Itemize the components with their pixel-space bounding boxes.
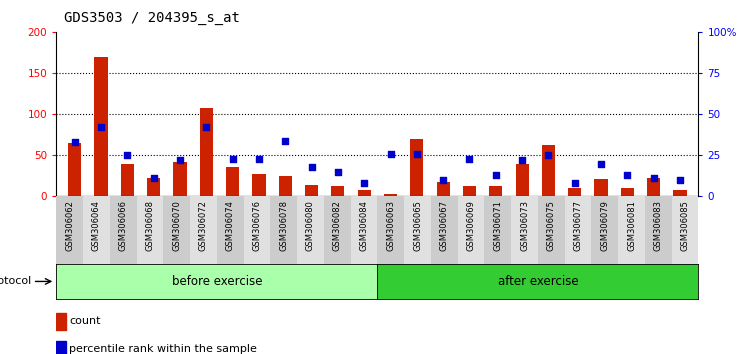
Point: [674, 177, 686, 183]
Bar: [56, 341, 66, 354]
Text: protocol: protocol: [0, 276, 31, 286]
Text: GSM306066: GSM306066: [119, 200, 128, 251]
Text: GSM306085: GSM306085: [680, 200, 689, 251]
Point: [122, 153, 134, 158]
Bar: [647, 178, 660, 196]
Bar: [542, 145, 555, 196]
Text: GSM306082: GSM306082: [333, 200, 342, 251]
Text: GSM306079: GSM306079: [600, 200, 609, 251]
Point: [174, 158, 186, 163]
Text: GSM306076: GSM306076: [252, 200, 261, 251]
Bar: [226, 167, 240, 196]
Point: [358, 181, 370, 186]
Point: [463, 156, 475, 161]
Bar: [674, 190, 686, 196]
Bar: [252, 174, 266, 196]
Text: GSM306069: GSM306069: [466, 200, 475, 251]
Bar: [357, 190, 371, 196]
Point: [385, 151, 397, 156]
Point: [201, 125, 213, 130]
Bar: [279, 176, 292, 196]
Bar: [384, 194, 397, 196]
Point: [148, 176, 160, 181]
Text: GSM306071: GSM306071: [493, 200, 502, 251]
Text: GSM306083: GSM306083: [654, 200, 663, 251]
Point: [306, 164, 318, 170]
Point: [411, 151, 423, 156]
Bar: [621, 188, 634, 196]
Point: [69, 139, 81, 145]
Bar: [305, 185, 318, 196]
Point: [279, 138, 291, 143]
Text: GDS3503 / 204395_s_at: GDS3503 / 204395_s_at: [64, 11, 240, 25]
Point: [621, 172, 633, 178]
Text: percentile rank within the sample: percentile rank within the sample: [70, 344, 258, 354]
Text: before exercise: before exercise: [171, 275, 262, 288]
Text: GSM306073: GSM306073: [520, 200, 529, 251]
Bar: [95, 57, 107, 196]
Text: GSM306084: GSM306084: [360, 200, 369, 251]
Point: [227, 156, 239, 161]
Text: GSM306072: GSM306072: [199, 200, 208, 251]
Bar: [515, 164, 529, 196]
Bar: [121, 164, 134, 196]
Text: GSM306074: GSM306074: [226, 200, 235, 251]
Bar: [56, 313, 66, 330]
Bar: [147, 178, 160, 196]
Text: GSM306068: GSM306068: [146, 200, 155, 251]
Text: GSM306078: GSM306078: [279, 200, 288, 251]
Bar: [410, 139, 424, 196]
Text: GSM306062: GSM306062: [65, 200, 74, 251]
Bar: [200, 108, 213, 196]
Text: GSM306063: GSM306063: [386, 200, 395, 251]
Point: [569, 181, 581, 186]
Point: [647, 176, 659, 181]
Text: GSM306067: GSM306067: [440, 200, 449, 251]
Bar: [331, 186, 345, 196]
Text: after exercise: after exercise: [498, 275, 578, 288]
Bar: [463, 186, 476, 196]
Text: GSM306081: GSM306081: [627, 200, 636, 251]
Point: [253, 156, 265, 161]
Text: GSM306080: GSM306080: [306, 200, 315, 251]
Point: [516, 158, 528, 163]
Point: [437, 177, 449, 183]
Text: GSM306064: GSM306064: [92, 200, 101, 251]
Bar: [68, 143, 81, 196]
Point: [542, 153, 554, 158]
Text: GSM306065: GSM306065: [413, 200, 422, 251]
Point: [595, 161, 607, 166]
Bar: [489, 186, 502, 196]
Text: count: count: [70, 316, 101, 326]
Point: [95, 125, 107, 130]
Bar: [595, 179, 608, 196]
Text: GSM306070: GSM306070: [172, 200, 181, 251]
Bar: [569, 188, 581, 196]
Bar: [173, 162, 186, 196]
Bar: [436, 182, 450, 196]
Text: GSM306077: GSM306077: [574, 200, 583, 251]
Text: GSM306075: GSM306075: [547, 200, 556, 251]
Point: [490, 172, 502, 178]
Point: [332, 169, 344, 175]
